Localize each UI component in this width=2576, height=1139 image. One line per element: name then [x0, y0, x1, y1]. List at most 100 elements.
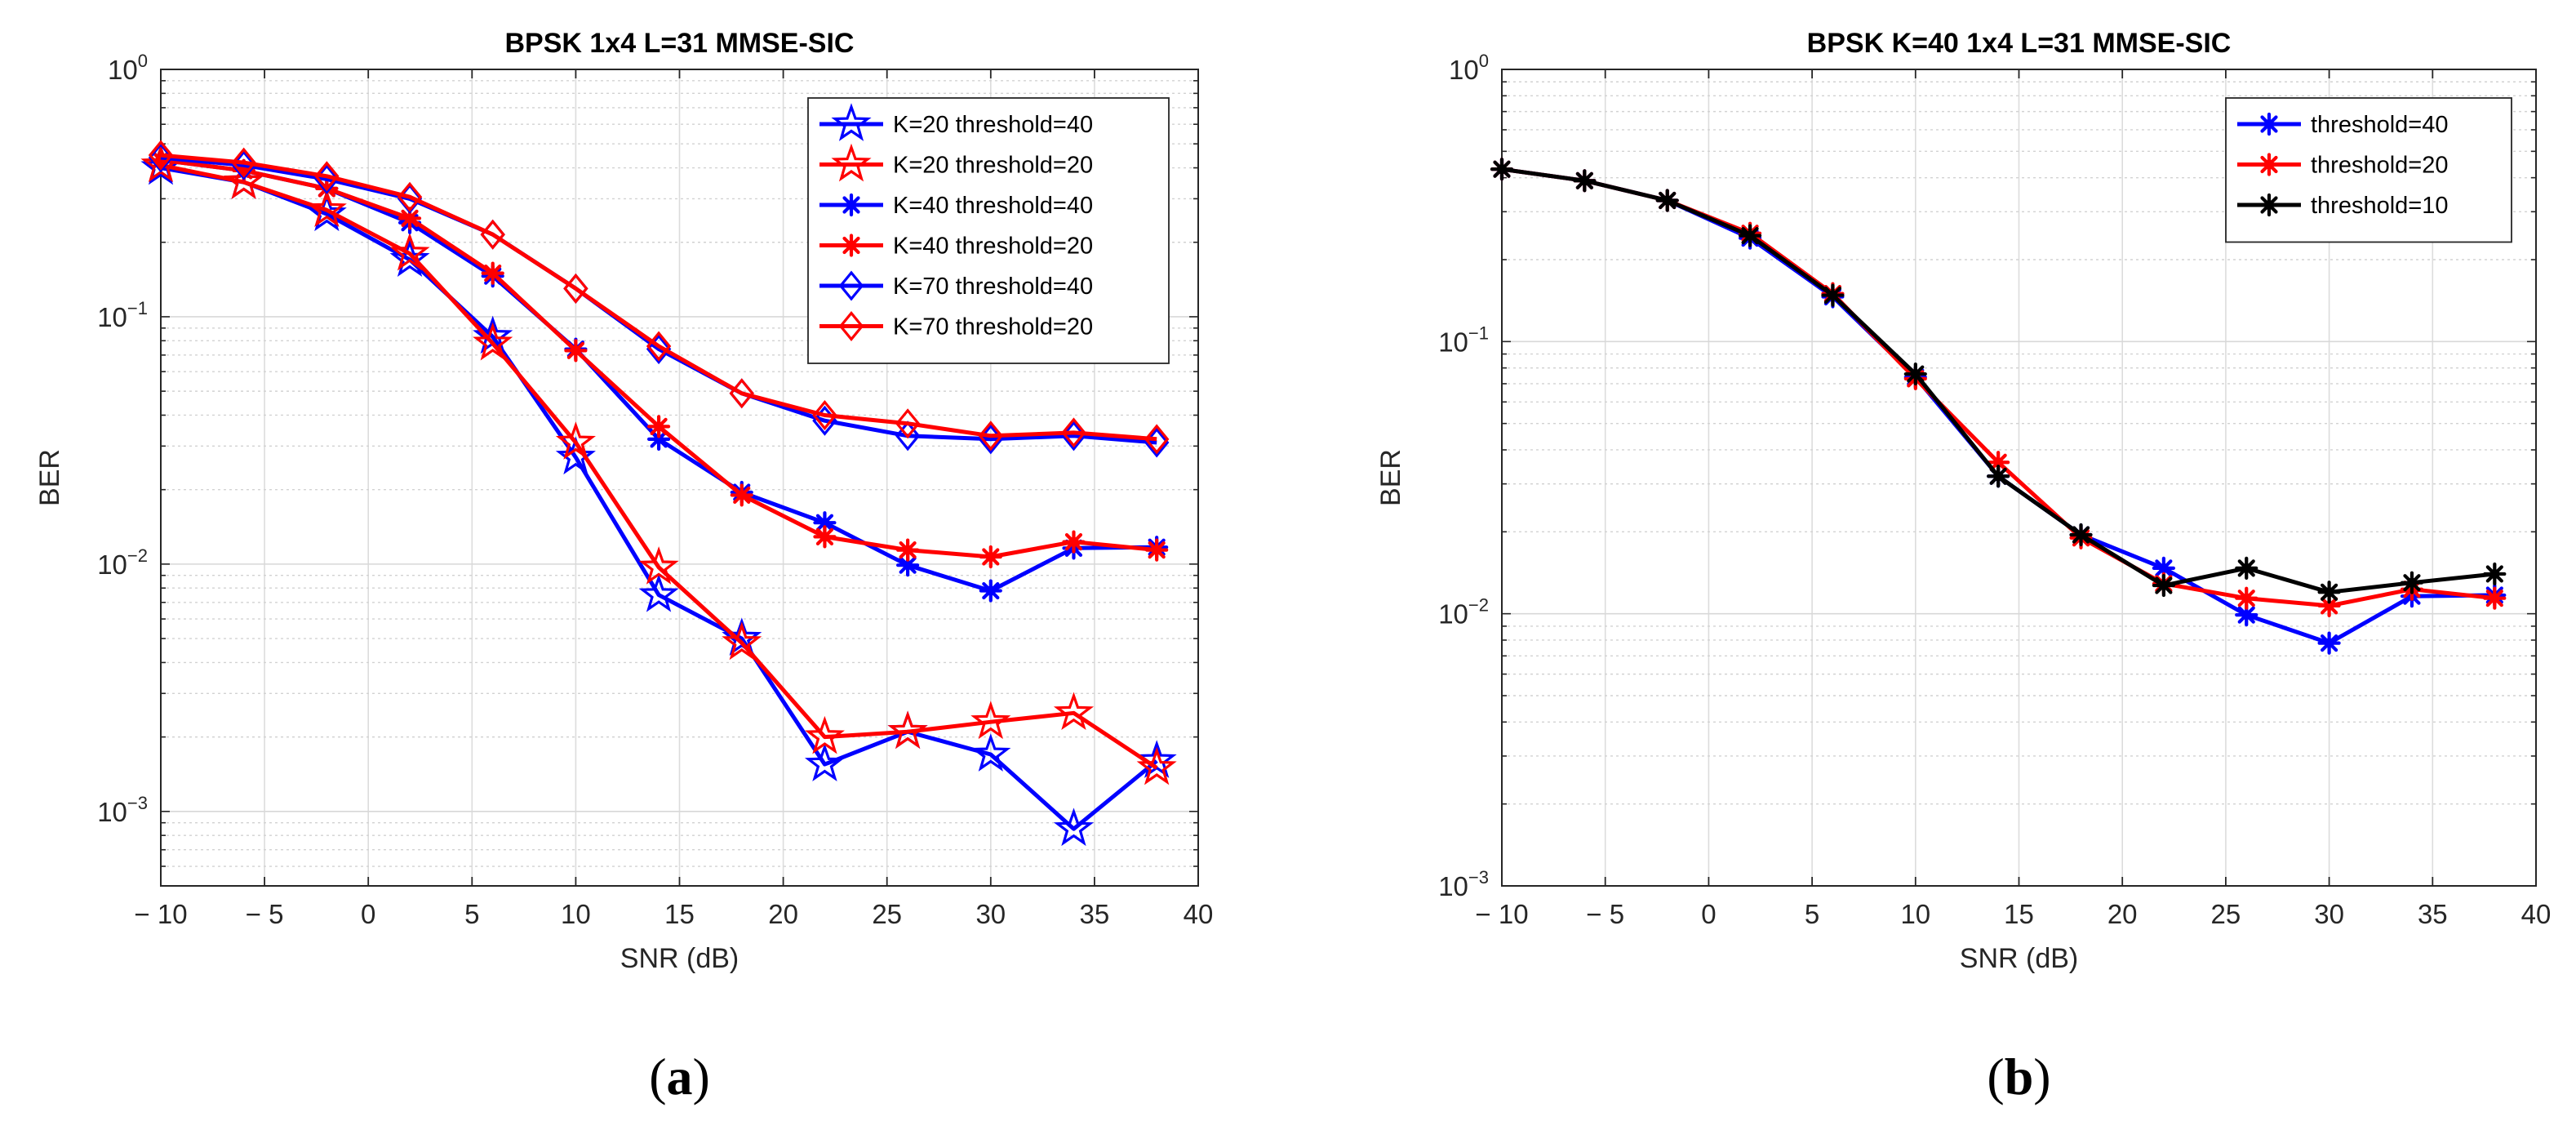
- data-point: [306, 189, 347, 228]
- marker-core: [846, 200, 856, 210]
- data-point: [481, 261, 504, 285]
- data-point: [979, 545, 1002, 569]
- y-tick-label: 100: [108, 51, 148, 85]
- legend-entry-label: K=40 threshold=40: [893, 193, 1093, 219]
- data-point: [397, 181, 423, 212]
- marker-core: [405, 213, 415, 224]
- marker-core: [846, 240, 856, 251]
- data-point: [638, 573, 679, 612]
- data-point: [812, 399, 837, 431]
- data-point: [895, 420, 921, 452]
- x-tick-label: 20: [768, 899, 798, 929]
- series-group: [140, 140, 1177, 847]
- data-point: [2069, 523, 2093, 547]
- data-point: [563, 273, 588, 304]
- series-line: [160, 162, 1158, 770]
- legend-entry-label: K=70 threshold=20: [893, 314, 1093, 340]
- y-tick-label: 10−3: [1438, 867, 1489, 901]
- x-tick-label: 30: [975, 899, 1006, 929]
- data-point: [2152, 556, 2175, 580]
- y-tick-label: 10−2: [97, 545, 148, 580]
- marker-core: [2076, 529, 2086, 540]
- data-point: [813, 511, 837, 535]
- legend-entry-label: threshold=40: [2311, 112, 2449, 138]
- x-tick-label: 0: [361, 899, 375, 929]
- legend-swatch-marker: [2257, 112, 2281, 136]
- marker-core: [903, 545, 913, 555]
- data-point: [722, 621, 762, 661]
- legend: K=20 threshold=40 K=20 threshold=20 K=40 t…: [807, 97, 1170, 364]
- data-point: [564, 339, 588, 363]
- x-tick-label: 10: [561, 899, 591, 929]
- data-point: [2400, 571, 2424, 594]
- data-point: [813, 525, 837, 549]
- marker-core: [2264, 200, 2274, 210]
- data-point: [895, 408, 921, 439]
- data-point: [646, 331, 672, 362]
- marker-core: [2406, 577, 2417, 588]
- data-point: [389, 232, 430, 271]
- marker-core: [736, 490, 747, 501]
- data-point: [730, 483, 753, 507]
- data-point: [2317, 631, 2341, 655]
- marker-core: [819, 518, 830, 528]
- data-point: [555, 436, 596, 475]
- marker-core: [819, 532, 830, 542]
- marker-core: [2489, 568, 2500, 579]
- data-point: [804, 743, 845, 782]
- chart-title: BPSK 1x4 L=31 MMSE-SIC: [505, 28, 855, 59]
- data-point: [2317, 594, 2341, 617]
- data-point: [970, 701, 1011, 740]
- data-point: [2152, 573, 2175, 598]
- y-tick-label: 10−1: [1438, 323, 1489, 357]
- x-axis-label: SNR (dB): [1960, 943, 2078, 974]
- marker-core: [2324, 638, 2334, 648]
- data-point: [638, 546, 679, 585]
- marker-core: [1993, 471, 2004, 482]
- chart-b: − 10 − 5 0 5 10 15 20 25 30 35 40 10−3 10−2 10−1 100 BP…: [1375, 28, 2551, 1106]
- panel-caption: (a): [649, 1048, 710, 1106]
- marker-core: [2264, 159, 2274, 170]
- data-point: [1144, 424, 1170, 455]
- data-point: [224, 161, 264, 199]
- x-tick-label: 35: [2418, 899, 2448, 929]
- data-point: [1821, 283, 1845, 307]
- marker-core: [1152, 545, 1162, 555]
- marker-core: [2324, 600, 2334, 611]
- y-tick-label: 10−3: [97, 793, 148, 827]
- data-point: [1573, 169, 1597, 193]
- x-tick-label: 5: [464, 899, 479, 929]
- series-group: [1490, 158, 2507, 655]
- x-tick-label: − 10: [134, 899, 187, 929]
- data-point: [148, 140, 174, 171]
- y-tick-label: 10−2: [1438, 595, 1489, 630]
- data-point: [646, 415, 671, 438]
- series-line: [160, 166, 1158, 831]
- x-tick-label: − 10: [1475, 899, 1528, 929]
- legend-entry-label: K=20 threshold=20: [893, 153, 1093, 179]
- data-point: [1053, 808, 1095, 847]
- data-point: [314, 161, 340, 192]
- y-tick-label: 10−1: [97, 298, 148, 332]
- legend-swatch-marker: [839, 193, 864, 217]
- marker-core: [1993, 457, 2004, 468]
- series-line: [160, 155, 1157, 445]
- chart-a: − 10 − 5 0 5 10 15 20 25 30 35 40 10−3 10−2 10−1 100 BP…: [34, 28, 1213, 1106]
- y-tick-label: 100: [1449, 51, 1489, 85]
- legend-entry-label: K=70 threshold=40: [893, 274, 1093, 300]
- data-point: [887, 710, 928, 750]
- marker-core: [1068, 536, 1079, 547]
- marker-core: [903, 560, 913, 571]
- data-point: [148, 142, 174, 173]
- data-point: [646, 427, 671, 451]
- marker-core: [2158, 581, 2169, 591]
- x-tick-label: 10: [1900, 899, 1930, 929]
- data-point: [1136, 746, 1177, 785]
- marker-core: [1662, 195, 1672, 206]
- x-axis-label: SNR (dB): [620, 943, 739, 974]
- x-tick-label: 0: [1701, 899, 1716, 929]
- data-point: [1738, 224, 1762, 247]
- data-point: [389, 238, 430, 278]
- x-tick-label: 25: [872, 899, 902, 929]
